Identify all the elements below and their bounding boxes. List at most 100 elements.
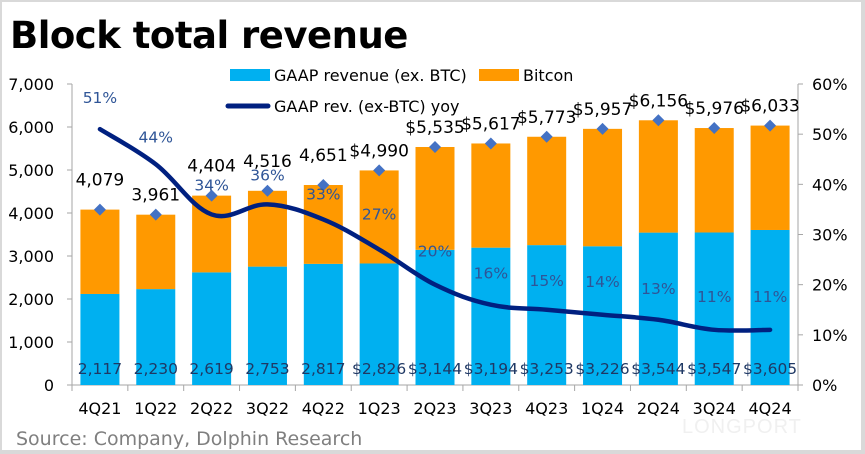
total-label: 4,651: [299, 146, 348, 166]
left-axis-tick-label: 4,000: [8, 204, 54, 223]
total-label: $6,156: [629, 91, 688, 111]
total-label: 3,961: [131, 186, 180, 206]
x-axis-tick-label: 3Q23: [469, 399, 512, 418]
right-axis-tick-label: 30%: [812, 226, 848, 245]
bar-gaap-ex-btc: [694, 232, 734, 385]
x-axis-tick-label: 4Q23: [525, 399, 568, 418]
watermark: LONGPORT: [682, 416, 802, 438]
bar-gaap-ex-btc: [359, 263, 399, 385]
x-axis-tick-label: 1Q22: [134, 399, 177, 418]
base-value-label: $3,194: [464, 360, 518, 378]
bar-gaap-ex-btc: [471, 247, 511, 385]
base-value-label: $2,826: [352, 360, 406, 378]
source-note: Source: Company, Dolphin Research: [16, 428, 363, 450]
bar-bitcoin: [415, 146, 455, 250]
bar-gaap-ex-btc: [527, 245, 567, 385]
bar-bitcoin: [583, 128, 623, 247]
yoy-value-label: 15%: [529, 272, 563, 290]
bar-bitcoin: [80, 209, 120, 294]
total-marker: [317, 179, 330, 192]
total-marker: [708, 122, 721, 135]
total-marker: [373, 164, 386, 177]
chart-svg: 0 1,000 2,000 3,000 4,000 5,000 6,000 7,000 0% 10…: [8, 66, 848, 418]
yoy-value-label: 36%: [250, 166, 284, 184]
total-label: 4,404: [187, 157, 236, 177]
base-value-label: 2,117: [78, 360, 122, 378]
base-value-label: 2,230: [134, 360, 178, 378]
left-axis-tick-label: 1,000: [8, 333, 54, 352]
x-axis-tick-label: 3Q22: [246, 399, 289, 418]
yoy-value-label: 20%: [418, 243, 452, 261]
x-axis-tick-label: 1Q24: [581, 399, 624, 418]
total-label: $5,976: [684, 99, 743, 119]
legend-swatch-gaap-ex-btc: [230, 69, 270, 81]
right-axis-tick-label: 10%: [812, 326, 848, 345]
base-value-label: $3,253: [520, 360, 574, 378]
total-marker: [261, 184, 274, 197]
yoy-value-label: 51%: [83, 89, 117, 107]
base-value-label: 2,619: [189, 360, 233, 378]
right-axis-tick-label: 40%: [812, 175, 848, 194]
bar-gaap-ex-btc: [638, 232, 678, 385]
chart-frame: Block total revenue LONGPORT 0 1,000 2,000…: [2, 2, 861, 450]
x-axis-tick-label: 3Q24: [693, 399, 736, 418]
base-value-label: $3,544: [631, 360, 685, 378]
base-value-label: $3,605: [743, 360, 797, 378]
bar-gaap-ex-btc: [415, 249, 455, 385]
bar-gaap-ex-btc: [192, 272, 232, 385]
total-marker: [93, 203, 106, 216]
x-axis-tick-label: 1Q23: [358, 399, 401, 418]
bar-bitcoin: [471, 143, 511, 248]
bar-gaap-ex-btc: [80, 293, 120, 385]
total-marker: [764, 119, 777, 132]
bar-bitcoin: [694, 128, 734, 233]
bar-gaap-ex-btc: [750, 229, 790, 385]
legend-label-bitcoin: Bitcon: [523, 66, 573, 85]
chart-title: Block total revenue: [10, 14, 408, 57]
total-marker: [149, 208, 162, 221]
right-axis-tick-label: 60%: [812, 75, 848, 94]
bar-bitcoin: [638, 120, 678, 233]
total-label: $5,957: [573, 100, 632, 120]
base-value-label: $3,547: [687, 360, 741, 378]
x-axis-tick-label: 2Q23: [413, 399, 456, 418]
bar-gaap-ex-btc: [136, 289, 176, 385]
yoy-value-label: 44%: [139, 128, 173, 146]
left-axis-tick-label: 3,000: [8, 247, 54, 266]
yoy-value-label: 16%: [474, 265, 508, 283]
legend-label-gaap-ex-btc: GAAP revenue (ex. BTC): [274, 66, 467, 85]
x-axis-tick-label: 4Q22: [302, 399, 345, 418]
line-yoy-growth: [97, 126, 773, 333]
yoy-value-label: 11%: [753, 288, 787, 306]
yoy-value-label: 33%: [306, 185, 340, 203]
total-marker: [596, 122, 609, 135]
bar-bitcoin: [750, 125, 790, 230]
left-axis-tick-label: 0: [44, 376, 54, 395]
bar-bitcoin: [527, 136, 567, 246]
yoy-value-label: 34%: [194, 176, 228, 194]
x-axis-tick-label: 2Q22: [190, 399, 233, 418]
total-label: $5,617: [461, 114, 520, 134]
legend-swatch-bitcoin: [479, 69, 519, 81]
total-marker: [205, 189, 218, 202]
right-axis-tick-label: 50%: [812, 125, 848, 144]
yoy-value-label: 11%: [697, 288, 731, 306]
legend-label-yoy: GAAP rev. (ex-BTC) yoy: [274, 97, 459, 116]
yoy-value-label: 13%: [641, 280, 675, 298]
right-axis-tick-label: 0%: [812, 376, 837, 395]
total-label: $5,773: [517, 108, 576, 128]
total-marker: [540, 130, 553, 143]
base-value-label: $3,226: [575, 360, 629, 378]
total-marker: [429, 140, 441, 153]
x-axis-tick-label: 4Q21: [78, 399, 121, 418]
total-label: $6,033: [740, 97, 799, 117]
left-axis-tick-label: 6,000: [8, 118, 54, 137]
left-axis-tick-label: 5,000: [8, 161, 54, 180]
total-label: $5,535: [405, 118, 464, 138]
yoy-value-label: 14%: [585, 273, 619, 291]
left-axis-tick-label: 2,000: [8, 290, 54, 309]
x-axis-tick-label: 4Q24: [749, 399, 792, 418]
total-label: 4,516: [243, 152, 292, 172]
yoy-value-label: 27%: [362, 206, 396, 224]
left-axis-tick-label: 7,000: [8, 75, 54, 94]
